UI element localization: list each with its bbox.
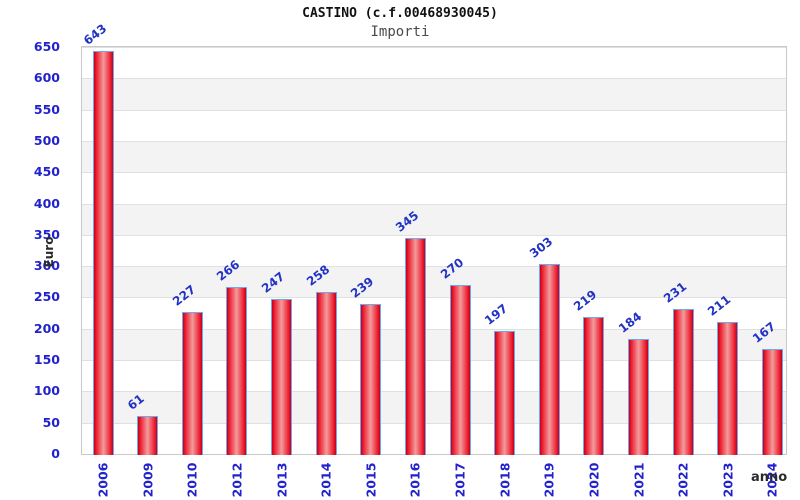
bar-2018 xyxy=(494,330,516,455)
x-tick-label-2009: 2009 xyxy=(140,462,156,498)
grid-band xyxy=(82,47,786,79)
y-axis-title: Euro xyxy=(42,236,56,268)
grid-band xyxy=(82,203,786,235)
x-tick-label-2010: 2010 xyxy=(184,462,200,498)
bar-2016 xyxy=(404,237,426,455)
chart-title: CASTINO (c.f.00468930045) xyxy=(302,6,498,21)
bar-2014 xyxy=(315,292,337,455)
bar-2006 xyxy=(92,51,114,455)
x-tick-label-2012: 2012 xyxy=(229,462,245,498)
grid-band xyxy=(82,78,786,110)
grid-band xyxy=(82,109,786,141)
y-tick-label: 300 xyxy=(33,258,60,274)
chart-subtitle: Importi xyxy=(370,24,430,40)
y-tick-label: 500 xyxy=(33,132,60,148)
bar-2021 xyxy=(628,338,650,455)
x-tick-label-2014: 2014 xyxy=(318,462,334,498)
y-tick-label: 600 xyxy=(33,70,60,86)
bar-2023 xyxy=(717,321,739,455)
y-tick-label: 550 xyxy=(33,101,60,117)
plot-area: 643 61 227 266 247 258 239 345 270 197 303 219 184 23… xyxy=(80,22,787,455)
x-tick-label-2019: 2019 xyxy=(541,462,557,498)
bar-2009 xyxy=(137,415,159,455)
y-tick-label: 650 xyxy=(33,39,60,54)
x-tick-label-2018: 2018 xyxy=(497,462,513,498)
x-tick-label-2013: 2013 xyxy=(274,462,290,498)
bar-2022 xyxy=(672,309,694,455)
grid-band xyxy=(82,140,786,173)
x-tick-label-2021: 2021 xyxy=(631,462,647,498)
x-axis-title: anno xyxy=(751,470,788,485)
x-tick-label-2015: 2015 xyxy=(363,462,379,498)
bar-2015 xyxy=(360,304,382,455)
grid-band xyxy=(82,234,786,267)
y-tick-label: 150 xyxy=(33,352,60,368)
bar-2010 xyxy=(181,311,203,455)
x-tick-label-2006: 2006 xyxy=(95,462,111,498)
x-tick-label-2020: 2020 xyxy=(586,462,602,498)
x-tick-label-2017: 2017 xyxy=(452,462,468,498)
grid-band xyxy=(82,266,786,298)
y-tick-label: 100 xyxy=(33,383,60,399)
bar-2013 xyxy=(271,299,293,455)
bar-2012 xyxy=(226,287,248,455)
y-tick-label: 400 xyxy=(33,195,60,211)
x-tick-label-2023: 2023 xyxy=(720,462,736,498)
grid-band xyxy=(82,172,786,204)
y-tick-label: 350 xyxy=(33,226,60,242)
y-tick-label: 50 xyxy=(42,414,60,430)
y-tick-label: 200 xyxy=(33,320,60,336)
y-tick-label: 450 xyxy=(33,164,60,180)
x-tick-label-2022: 2022 xyxy=(675,462,691,498)
bar-2024 xyxy=(761,349,783,455)
bar-2020 xyxy=(583,316,605,455)
x-tick-label-2016: 2016 xyxy=(407,462,423,498)
bar-2017 xyxy=(449,284,471,455)
bar-2019 xyxy=(538,264,560,455)
y-tick-label: 250 xyxy=(33,289,60,305)
y-tick-label: 0 xyxy=(51,446,60,461)
